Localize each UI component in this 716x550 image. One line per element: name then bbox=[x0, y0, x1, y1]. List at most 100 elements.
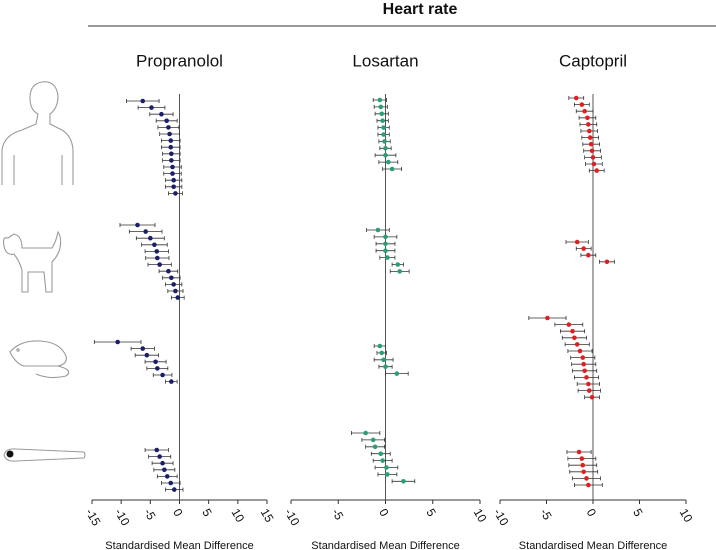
point bbox=[171, 487, 177, 492]
x-tick-label: 10 bbox=[471, 506, 490, 525]
point bbox=[586, 252, 591, 258]
point bbox=[159, 111, 164, 117]
point bbox=[594, 168, 600, 173]
point bbox=[589, 394, 595, 400]
x-tick-label: -5 bbox=[141, 506, 159, 523]
point bbox=[377, 343, 383, 349]
point bbox=[383, 152, 388, 158]
x-tick-label: 5 bbox=[423, 506, 439, 519]
point bbox=[175, 295, 181, 300]
point bbox=[382, 139, 387, 144]
point bbox=[573, 95, 579, 101]
point bbox=[166, 268, 171, 274]
point bbox=[140, 346, 146, 351]
point bbox=[173, 288, 178, 294]
point bbox=[397, 269, 402, 274]
x-tick-label: 0 bbox=[170, 506, 186, 519]
point bbox=[378, 451, 384, 457]
point bbox=[389, 166, 395, 172]
point bbox=[379, 111, 385, 117]
point bbox=[385, 255, 390, 260]
point bbox=[383, 364, 388, 370]
point bbox=[566, 322, 572, 327]
x-tick-label: 5 bbox=[630, 506, 646, 519]
point bbox=[570, 328, 575, 334]
point bbox=[584, 476, 589, 481]
point bbox=[370, 437, 376, 443]
point bbox=[383, 146, 388, 151]
x-tick-label: -5 bbox=[329, 506, 347, 523]
point bbox=[380, 118, 385, 123]
panel-title: Captopril bbox=[559, 51, 627, 70]
point bbox=[581, 361, 586, 367]
point bbox=[385, 472, 390, 477]
point bbox=[383, 241, 388, 247]
point bbox=[381, 357, 386, 363]
point bbox=[588, 141, 594, 147]
x-axis-label: Standardised Mean Difference bbox=[311, 540, 459, 550]
point bbox=[372, 444, 378, 450]
rat-icon bbox=[9, 340, 70, 379]
point bbox=[574, 239, 580, 245]
point bbox=[148, 235, 153, 241]
point bbox=[586, 122, 591, 127]
point bbox=[379, 350, 385, 356]
point bbox=[115, 339, 120, 345]
point bbox=[157, 454, 162, 459]
x-axis-label: Standardised Mean Difference bbox=[519, 540, 667, 550]
point bbox=[140, 98, 146, 104]
point bbox=[581, 469, 586, 475]
panel-title: Losartan bbox=[352, 51, 418, 70]
point bbox=[572, 335, 577, 341]
point bbox=[143, 229, 148, 234]
point bbox=[589, 148, 595, 154]
point bbox=[164, 118, 169, 124]
point bbox=[164, 474, 170, 479]
point bbox=[586, 381, 591, 387]
point bbox=[168, 144, 174, 150]
point bbox=[591, 161, 597, 167]
x-tick-label: -10 bbox=[491, 506, 512, 528]
zebrafish-icon bbox=[3, 448, 86, 462]
point bbox=[586, 128, 592, 134]
point bbox=[162, 467, 167, 473]
dog-icon bbox=[2, 230, 62, 293]
human-icon bbox=[1, 81, 74, 185]
point bbox=[160, 460, 165, 466]
point bbox=[152, 242, 157, 248]
point bbox=[383, 248, 388, 253]
point bbox=[170, 171, 175, 176]
point bbox=[135, 222, 140, 228]
point bbox=[587, 135, 593, 140]
point bbox=[144, 352, 150, 358]
x-tick-label: 0 bbox=[584, 506, 600, 519]
x-tick-label: -15 bbox=[83, 506, 104, 528]
point bbox=[170, 164, 175, 170]
point bbox=[586, 388, 592, 393]
point bbox=[377, 97, 383, 103]
figure-title: Heart rate bbox=[383, 1, 458, 18]
x-tick-label: -10 bbox=[112, 506, 133, 528]
point bbox=[375, 227, 381, 233]
point bbox=[394, 371, 400, 376]
point bbox=[381, 125, 386, 130]
point bbox=[168, 480, 174, 486]
x-tick-label: 5 bbox=[199, 506, 215, 519]
point bbox=[154, 249, 160, 254]
point bbox=[169, 275, 174, 281]
point bbox=[380, 458, 385, 463]
point bbox=[173, 191, 178, 196]
point bbox=[579, 456, 585, 461]
x-tick-label: 15 bbox=[258, 506, 277, 525]
x-axis-label: Standardised Mean Difference bbox=[105, 540, 253, 550]
point bbox=[580, 462, 586, 468]
point bbox=[584, 375, 589, 380]
point bbox=[168, 138, 174, 143]
point bbox=[149, 105, 154, 110]
point bbox=[590, 155, 596, 160]
point bbox=[580, 355, 586, 360]
point bbox=[160, 372, 165, 378]
point bbox=[574, 342, 580, 347]
point bbox=[576, 449, 582, 455]
